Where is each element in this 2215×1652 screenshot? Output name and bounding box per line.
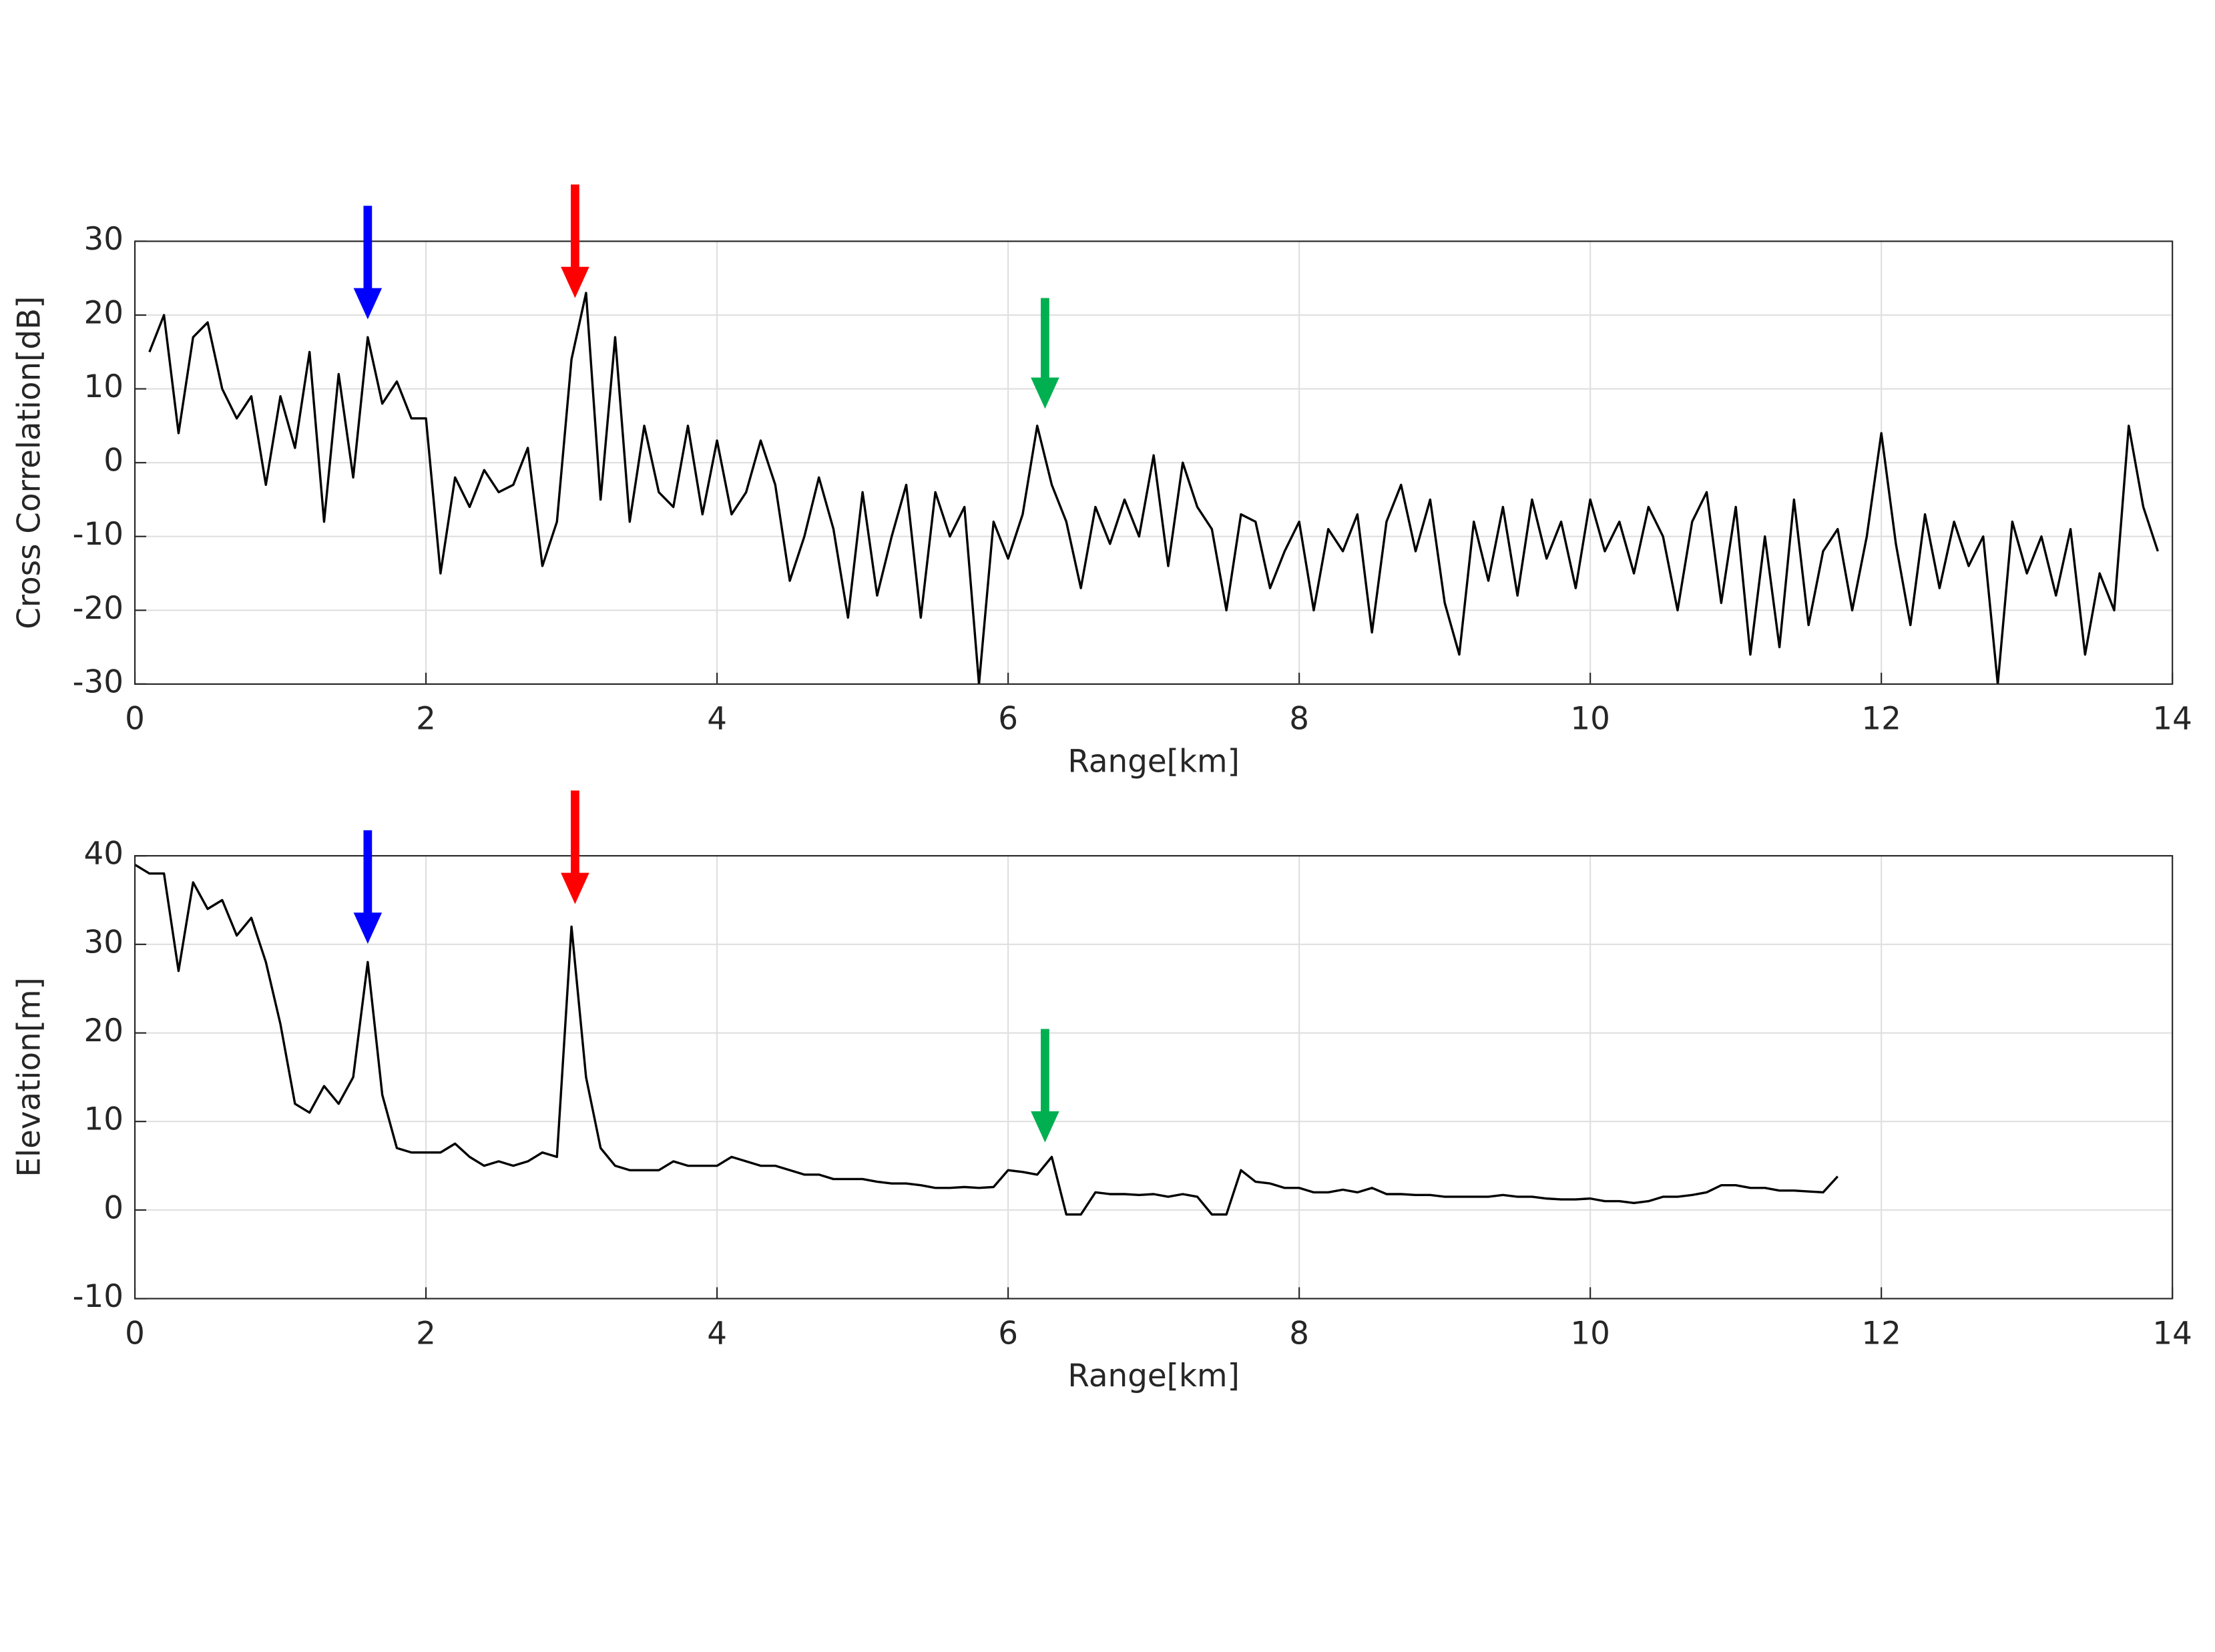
x-tick-label: 10 xyxy=(1570,1316,1610,1352)
y-tick-label: 30 xyxy=(84,222,124,258)
data-line xyxy=(135,863,1839,1216)
x-tick-label: 12 xyxy=(1861,702,1901,738)
x-axis-label: Range[km] xyxy=(1067,1358,1239,1394)
data-line xyxy=(148,292,2160,684)
x-tick-label: 12 xyxy=(1861,1316,1901,1352)
arrow-blue xyxy=(353,206,383,320)
arrow-red xyxy=(561,790,589,904)
y-tick-label: 10 xyxy=(84,369,124,405)
panel: 0 2 4 6 8 10 12 14 -30 -20 -10 0 10 20 30 Range[km] Cros… xyxy=(11,222,2192,780)
arrow-green xyxy=(1031,298,1059,409)
x-tick-label: 14 xyxy=(2152,1316,2192,1352)
x-tick-label: 4 xyxy=(707,1316,727,1352)
x-tick-label: 8 xyxy=(1289,1316,1309,1352)
y-tick-label: 40 xyxy=(84,836,124,872)
y-tick-label: 20 xyxy=(84,1013,124,1049)
y-axis-label: Elevation[m] xyxy=(11,977,47,1177)
axes-box xyxy=(134,240,2174,685)
x-tick-label: 14 xyxy=(2152,702,2192,738)
panel: 0 2 4 6 8 10 12 14-10010203040Range[km]Elevatio… xyxy=(11,836,2192,1394)
y-tick-label: 10 xyxy=(84,1102,124,1138)
x-tick-label: 6 xyxy=(998,702,1018,738)
y-tick-label: 30 xyxy=(84,924,124,960)
y-tick-label: 0 xyxy=(103,443,124,479)
axes-box xyxy=(134,855,2174,1300)
y-tick-label: 0 xyxy=(103,1190,124,1226)
x-tick-label: 8 xyxy=(1289,702,1309,738)
y-tick-label: 20 xyxy=(84,296,124,332)
y-tick-label: -10 xyxy=(73,1279,124,1315)
x-tick-label: 0 xyxy=(125,702,145,738)
y-tick-label: -30 xyxy=(73,664,124,700)
arrows xyxy=(353,184,1059,1143)
x-tick-label: 2 xyxy=(416,1316,436,1352)
y-axis-label: Cross Correlation[dB] xyxy=(11,296,47,629)
x-axis-label: Range[km] xyxy=(1067,744,1239,780)
plot-area xyxy=(135,856,2173,1299)
arrow-green xyxy=(1031,1029,1059,1143)
x-tick-label: 2 xyxy=(416,702,436,738)
x-tick-label: 4 xyxy=(707,702,727,738)
y-tick-label: -20 xyxy=(73,591,124,627)
x-tick-label: 10 xyxy=(1570,702,1610,738)
arrow-red xyxy=(561,184,589,298)
y-tick-label: -10 xyxy=(73,517,124,553)
arrow-blue xyxy=(353,830,383,944)
x-tick-label: 6 xyxy=(998,1316,1018,1352)
x-tick-label: 0 xyxy=(125,1316,145,1352)
